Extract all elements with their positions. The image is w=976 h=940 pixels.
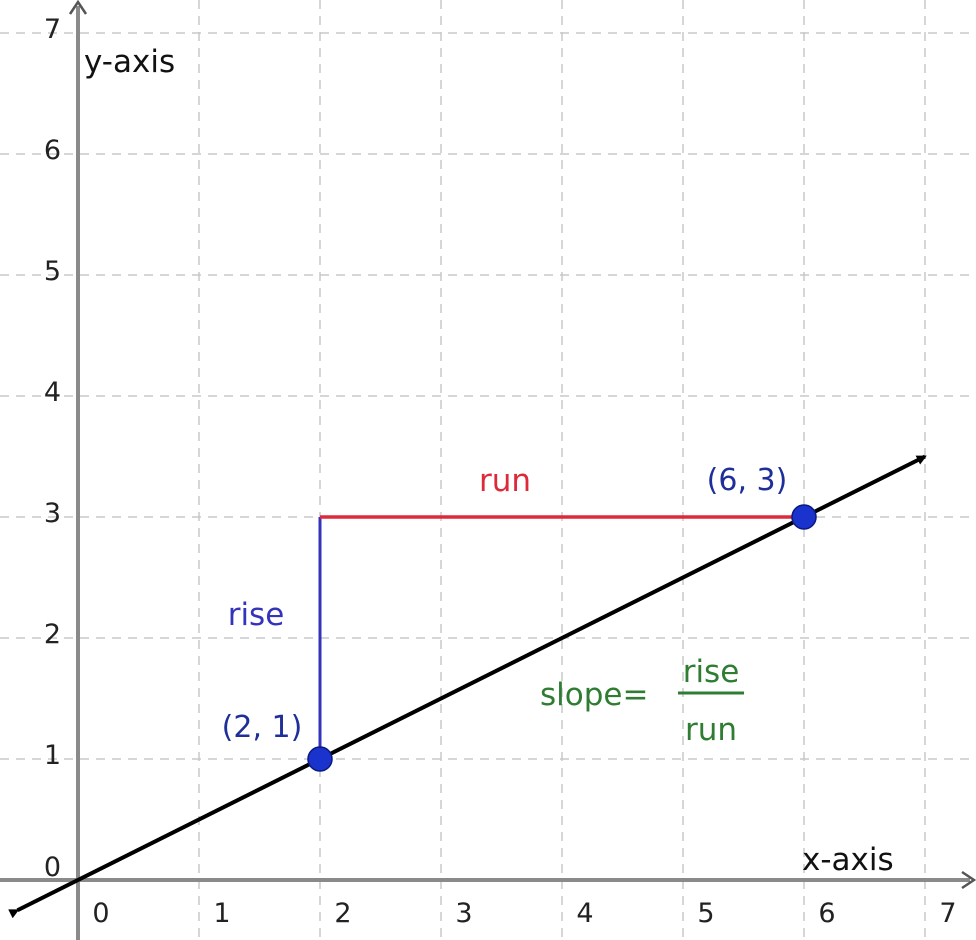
x-axis-arrow [961,870,976,890]
y-tick-label-0: 0 [44,852,61,883]
y-tick-label-2: 2 [44,619,61,650]
line-y-equals-half-x [8,454,927,919]
x-tick-label-2: 2 [334,898,351,929]
formula-lhs: slope= [540,677,648,713]
x-tick-label-7: 7 [939,898,956,929]
data-points: (2, 1) (6, 3) [222,463,817,772]
run-label: run [479,463,531,499]
y-tick-label-5: 5 [44,256,61,287]
x-tick-label-0: 0 [92,898,109,929]
y-tick-label-6: 6 [44,135,61,166]
y-axis-label: y-axis [84,44,175,80]
point-2 [791,504,817,530]
point-1 [307,746,333,772]
formula-numerator: rise [683,654,740,690]
point-label-2: (6, 3) [707,463,788,498]
y-tick-label-7: 7 [44,14,61,45]
x-tick-label-3: 3 [455,898,472,929]
x-tick-label-1: 1 [213,898,230,929]
y-tick-label-1: 1 [44,740,61,771]
x-axis-label: x-axis [802,842,894,878]
point-label-1: (2, 1) [222,710,303,745]
y-tick-label-4: 4 [44,377,61,408]
x-tick-label-4: 4 [576,898,593,929]
y-tick-label-3: 3 [44,498,61,529]
slope-line [8,454,927,919]
x-tick-label-6: 6 [818,898,835,929]
formula-denominator: run [685,712,737,748]
rise-label: rise [228,597,285,633]
y-axis-arrow [68,0,88,15]
slope-formula: slope= rise run [540,654,744,748]
x-tick-label-5: 5 [697,898,714,929]
